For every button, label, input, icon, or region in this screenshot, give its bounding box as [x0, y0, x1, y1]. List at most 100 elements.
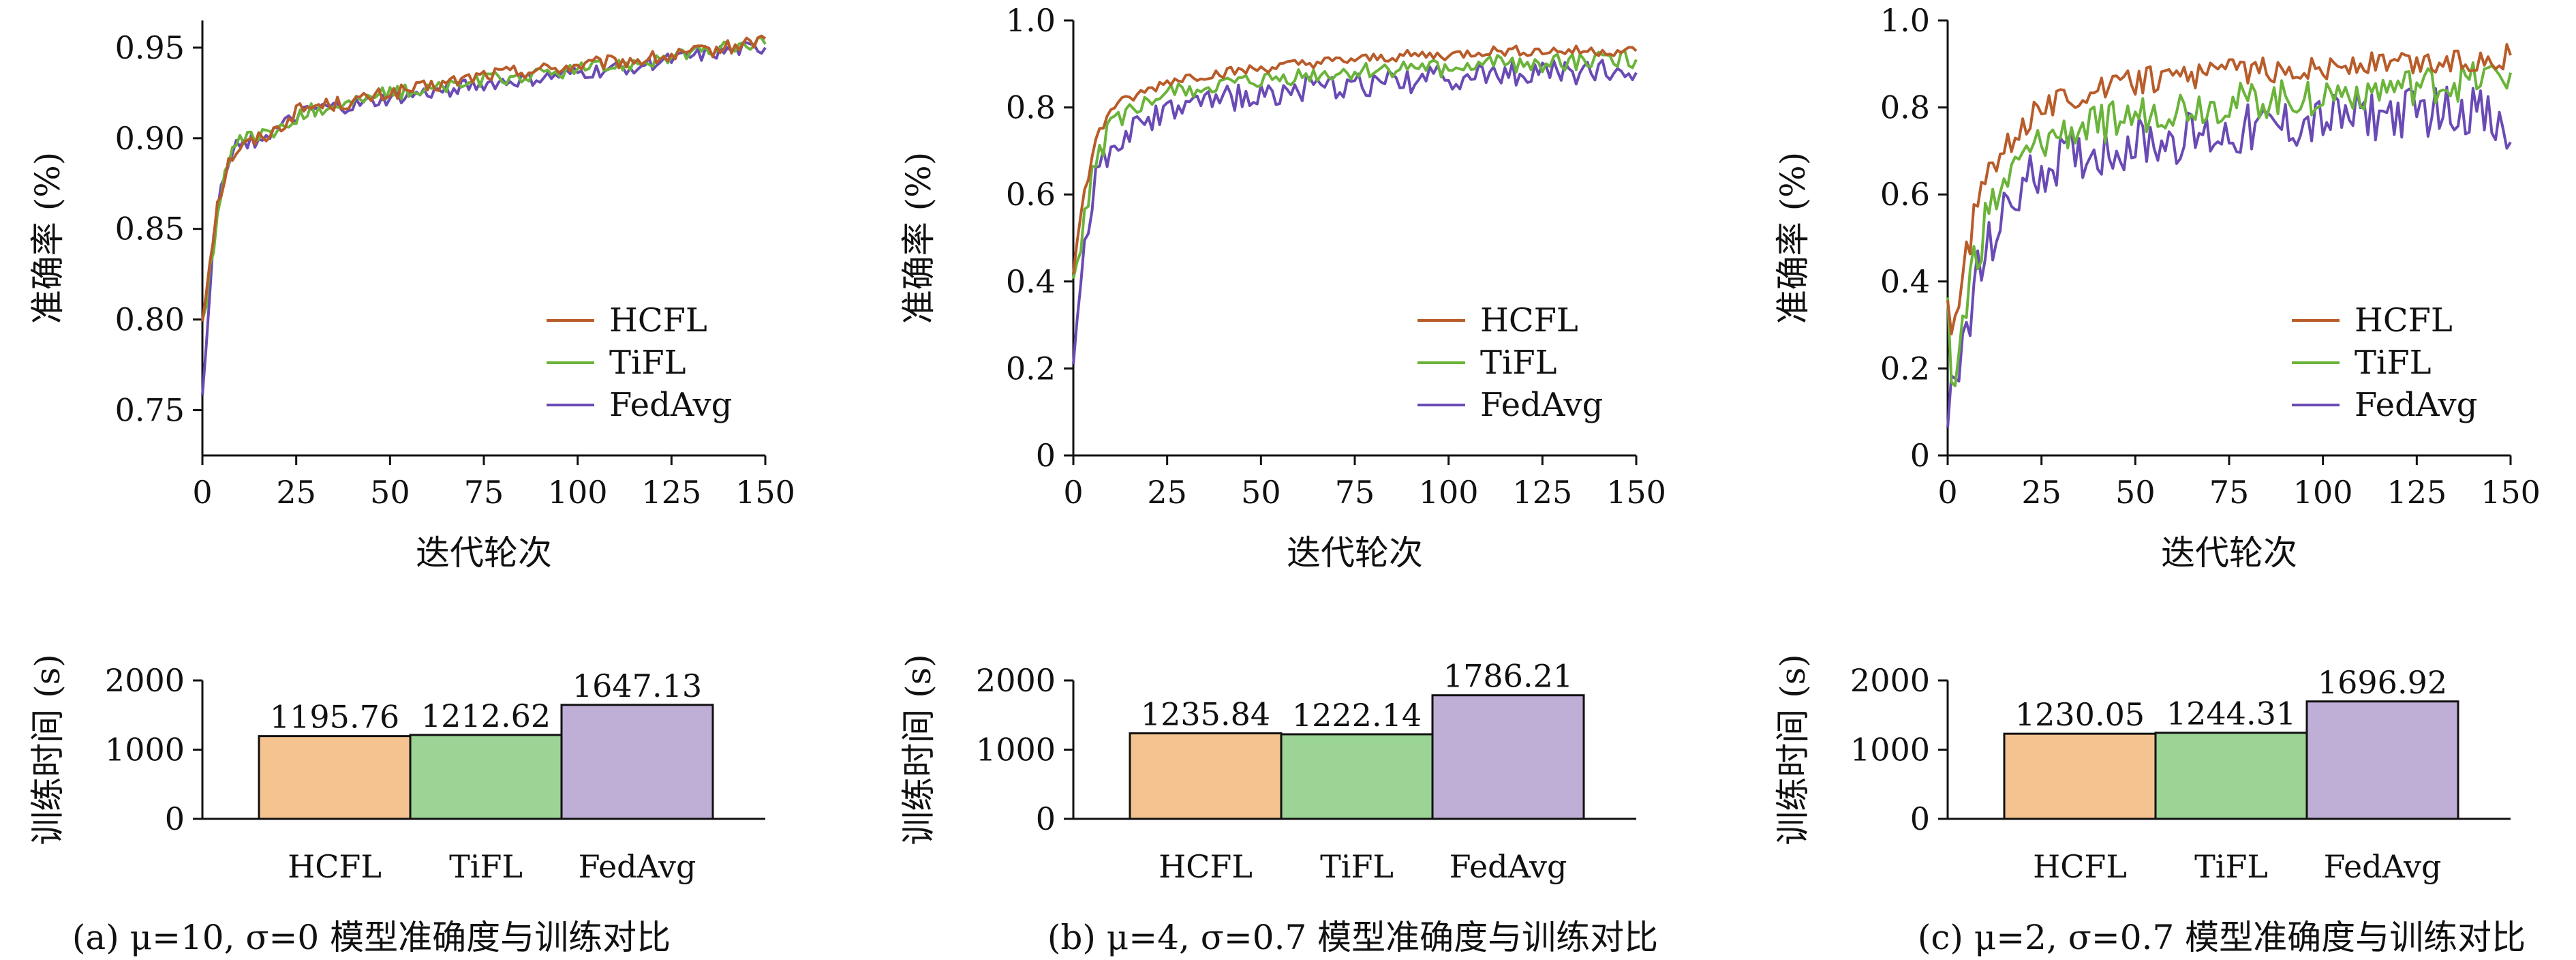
x-tick-label: 0	[192, 474, 212, 511]
y-tick-label: 1.0	[1006, 2, 1056, 39]
bar-value-label: 1195.76	[270, 699, 399, 736]
bar-fedavg	[560, 704, 714, 820]
series-line-fedavg	[1946, 85, 2512, 428]
x-tick-label: 150	[1606, 474, 1666, 511]
legend-label-hcfl: HCFL	[1480, 301, 1578, 340]
x-tick-label: 0	[1063, 474, 1083, 511]
bar-fedavg	[1431, 694, 1585, 820]
y-axis-title: 准确率 (%)	[1773, 152, 1813, 324]
bar-value-label: 1244.31	[2166, 695, 2296, 732]
bar-value-label: 1696.92	[2318, 664, 2447, 701]
x-tick-label: 100	[1419, 474, 1479, 511]
y-tick-label: 0	[165, 800, 185, 837]
y-tick-label: 0	[1036, 437, 1056, 474]
y-tick-label: 0.2	[1006, 350, 1056, 387]
series-line-hcfl	[201, 34, 767, 322]
legend-label-tifl: TiFL	[609, 344, 686, 382]
x-category-label: FedAvg	[2324, 848, 2442, 885]
bar-hcfl	[258, 735, 412, 820]
series-line-tifl	[201, 36, 767, 320]
y-tick-label: 0.8	[1880, 89, 1930, 126]
bar-hcfl	[1129, 732, 1283, 820]
x-tick-label: 125	[641, 474, 701, 511]
y-tick-label: 2000	[1850, 662, 1930, 699]
y-axis-title: 训练时间 (s)	[1773, 654, 1813, 845]
y-axis-title: 准确率 (%)	[28, 152, 67, 324]
series-line-fedavg	[1072, 59, 1638, 365]
x-category-label: FedAvg	[1450, 848, 1567, 885]
x-tick-label: 75	[2209, 474, 2250, 511]
y-tick-label: 0.90	[115, 120, 185, 157]
x-axis-title: 迭代轮次	[416, 533, 552, 573]
x-category-label: TiFL	[449, 848, 523, 885]
x-tick-label: 100	[2293, 474, 2353, 511]
series-line-hcfl	[1946, 43, 2512, 335]
x-tick-label: 25	[276, 474, 316, 511]
y-tick-label: 0	[1910, 800, 1930, 837]
y-tick-label: 0	[1036, 800, 1056, 837]
bar-value-label: 1235.84	[1141, 696, 1270, 733]
legend-label-hcfl: HCFL	[2355, 301, 2453, 340]
bar-chart-2: 0 1000 2000 训练时间 (s) 1230.05 HCFL 1244.31 TiFL 1…	[1773, 654, 2511, 885]
y-tick-label: 2000	[976, 662, 1056, 699]
legend-label-tifl: TiFL	[2355, 344, 2432, 382]
series-line-tifl	[1072, 50, 1638, 280]
x-category-label: FedAvg	[579, 848, 696, 885]
x-category-label: TiFL	[1320, 848, 1394, 885]
y-tick-label: 0.4	[1006, 263, 1056, 300]
x-tick-label: 25	[1147, 474, 1187, 511]
line-chart-0: 0.75 0.80 0.85 0.90 0.95 0 25 50 75 100 125 150 迭代轮次…	[28, 20, 795, 573]
y-axis-title: 训练时间 (s)	[899, 654, 938, 845]
line-chart-2: 0 0.2 0.4 0.6 0.8 1.0 0 25 50 75 100 125 150 迭代轮次 准确率 …	[1773, 2, 2541, 573]
x-tick-label: 100	[548, 474, 608, 511]
y-tick-label: 0.6	[1006, 176, 1056, 213]
bar-tifl	[2154, 732, 2308, 820]
y-tick-label: 0.4	[1880, 263, 1930, 300]
bar-value-label: 1222.14	[1292, 697, 1422, 734]
y-tick-label: 1000	[1850, 732, 1930, 768]
bar-tifl	[409, 734, 563, 820]
bar-chart-1: 0 1000 2000 训练时间 (s) 1235.84 HCFL 1222.14 TiFL 1…	[899, 654, 1636, 885]
y-tick-label: 0.8	[1006, 89, 1056, 126]
bar-value-label: 1647.13	[572, 668, 702, 704]
bar-value-label: 1230.05	[2015, 696, 2145, 733]
x-category-label: HCFL	[2033, 848, 2127, 885]
y-axis-title: 训练时间 (s)	[28, 654, 67, 845]
legend-label-hcfl: HCFL	[609, 301, 707, 340]
line-chart-1: 0 0.2 0.4 0.6 0.8 1.0 0 25 50 75 100 125 150 迭代轮次 准确率 …	[899, 2, 1666, 573]
x-tick-label: 125	[1512, 474, 1572, 511]
series-line-hcfl	[1072, 44, 1638, 274]
y-tick-label: 0	[1910, 437, 1930, 474]
x-tick-label: 50	[1241, 474, 1281, 511]
y-axis-title: 准确率 (%)	[899, 152, 938, 324]
caption-a: (a) μ=10, σ=0 模型准确度与训练对比	[72, 918, 671, 957]
bar-tifl	[1280, 733, 1434, 820]
y-tick-label: 0.2	[1880, 350, 1930, 387]
x-axis-title: 迭代轮次	[1287, 533, 1423, 573]
series-line-tifl	[1946, 61, 2512, 387]
y-tick-label: 0.6	[1880, 176, 1930, 213]
bar-value-label: 1212.62	[421, 698, 551, 734]
bar-hcfl	[2003, 732, 2157, 820]
x-tick-label: 25	[2021, 474, 2061, 511]
legend-label-tifl: TiFL	[1480, 344, 1557, 382]
x-category-label: TiFL	[2194, 848, 2268, 885]
bar-value-label: 1786.21	[1443, 658, 1573, 695]
x-tick-label: 50	[2115, 474, 2156, 511]
x-tick-label: 50	[370, 474, 410, 511]
caption-c: (c) μ=2, σ=0.7 模型准确度与训练对比	[1918, 918, 2526, 957]
y-tick-label: 1.0	[1880, 2, 1930, 39]
y-tick-label: 1000	[105, 732, 185, 768]
series-line-fedavg	[201, 41, 767, 395]
x-tick-label: 75	[464, 474, 504, 511]
x-tick-label: 125	[2387, 474, 2447, 511]
x-tick-label: 75	[1335, 474, 1375, 511]
y-tick-label: 0.95	[115, 29, 185, 66]
y-tick-label: 0.75	[115, 392, 185, 429]
caption-b: (b) μ=4, σ=0.7 模型准确度与训练对比	[1047, 918, 1658, 957]
bar-chart-0: 0 1000 2000 训练时间 (s) 1195.76 HCFL 1212.62 TiFL 1…	[28, 654, 765, 885]
legend-label-fedavg: FedAvg	[609, 386, 732, 424]
y-tick-label: 0.85	[115, 211, 185, 247]
legend-label-fedavg: FedAvg	[1480, 386, 1603, 424]
